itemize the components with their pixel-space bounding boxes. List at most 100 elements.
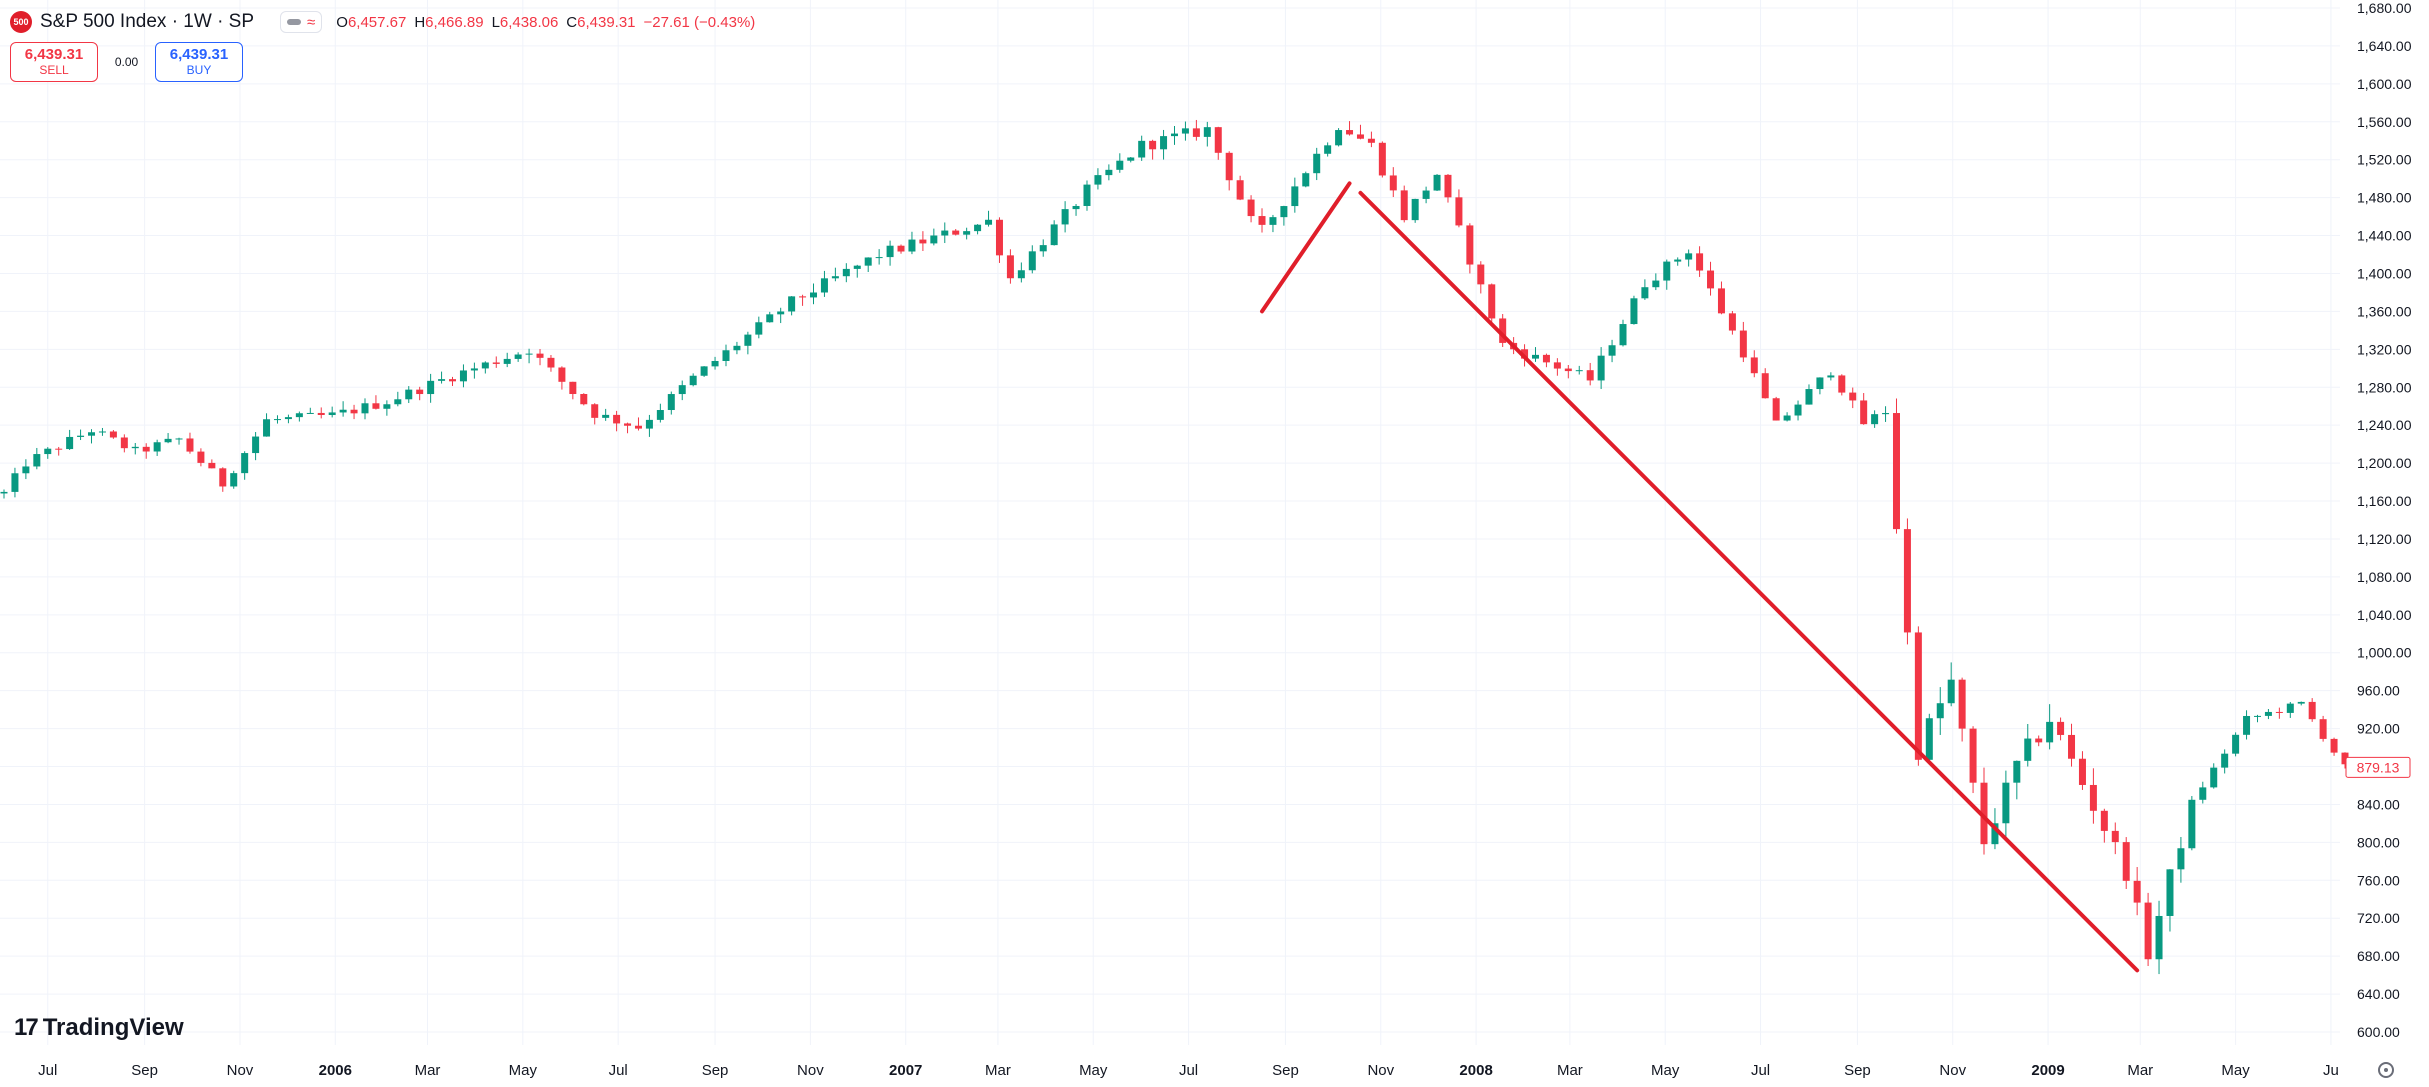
price-axis[interactable]: 600.00 640.00 680.00 720.00 760.00 800.00 840.… xyxy=(2357,0,2412,1040)
candle-body xyxy=(974,224,982,232)
candle-body xyxy=(2057,721,2065,735)
trendline-drawings[interactable] xyxy=(1260,181,2140,973)
candle-body xyxy=(372,403,380,409)
candle-body xyxy=(580,394,588,405)
candle-body xyxy=(219,468,227,487)
candle-body xyxy=(1116,160,1124,170)
candle-body xyxy=(1969,728,1977,783)
candle-body xyxy=(1608,345,1616,356)
candle-body xyxy=(1674,259,1682,262)
candle-body xyxy=(952,230,960,235)
y-tick-label: 600.00 xyxy=(2357,1024,2400,1040)
candle-body xyxy=(2341,752,2349,765)
candle-body xyxy=(470,368,478,371)
candle-body xyxy=(744,334,752,346)
candle-body xyxy=(120,437,128,449)
time-axis[interactable]: Jul Sep Nov 2006 Mar May Jul Sep Nov 2007 Mar May Ju… xyxy=(38,1062,2339,1079)
candle-body xyxy=(2089,784,2097,811)
candle-body xyxy=(2330,738,2338,753)
sell-button[interactable]: 6,439.31 SELL xyxy=(10,42,98,82)
eye-icon[interactable] xyxy=(287,19,302,25)
candle-body xyxy=(689,375,697,386)
candle-body xyxy=(317,412,325,416)
candle-body xyxy=(1739,330,1747,358)
change-value: −27.61 (−0.43%) xyxy=(643,13,756,31)
y-tick-label: 1,360.00 xyxy=(2357,303,2412,319)
candle-body xyxy=(1017,270,1025,279)
legend-toggle[interactable]: ≈ xyxy=(280,11,323,33)
candle-body xyxy=(77,435,85,437)
y-tick-label: 1,440.00 xyxy=(2357,228,2412,244)
buy-button[interactable]: 6,439.31 BUY xyxy=(155,42,243,82)
candle-body xyxy=(722,350,730,361)
candle-body xyxy=(405,389,413,400)
candle-body xyxy=(2144,902,2152,960)
y-tick-label: 760.00 xyxy=(2357,872,2400,888)
candle-body xyxy=(1411,198,1419,221)
y-tick-label: 1,000.00 xyxy=(2357,645,2412,661)
chart-legend: 500 S&P 500 Index · 1W · SP ≈ O6,457.67 … xyxy=(10,10,755,34)
candle-body xyxy=(1860,400,1868,425)
candle-body xyxy=(1313,153,1321,174)
low-value: 6,438.06 xyxy=(499,13,559,31)
sell-price: 6,439.31 xyxy=(24,46,84,64)
brand-name: TradingView xyxy=(42,1014,184,1041)
x-tick-label: Sep xyxy=(702,1062,729,1079)
candle-body xyxy=(711,360,719,367)
candle-body xyxy=(1542,354,1550,363)
candle-body xyxy=(22,466,30,474)
candle-body xyxy=(875,257,883,259)
tradingview-logo[interactable]: 17 TradingView xyxy=(14,1014,184,1042)
candle-body xyxy=(66,436,74,450)
candle-body xyxy=(963,231,971,235)
candle-body xyxy=(2100,810,2108,831)
candle-body xyxy=(1378,142,1386,176)
candle-body xyxy=(624,423,632,426)
candle-body xyxy=(667,394,675,411)
spread-value: 0.00 xyxy=(114,55,139,69)
candle-body xyxy=(831,276,839,279)
y-tick-label: 1,560.00 xyxy=(2357,114,2412,130)
x-tick-label: Jul xyxy=(1751,1062,1770,1079)
candle-body xyxy=(656,410,664,420)
symbol-title[interactable]: S&P 500 Index · 1W · SP xyxy=(40,11,255,32)
candle-body xyxy=(678,385,686,395)
candle-body xyxy=(88,432,96,436)
candle-body xyxy=(799,296,807,298)
candle-body xyxy=(1531,354,1539,359)
candle-body xyxy=(1389,175,1397,191)
candle-body xyxy=(897,245,905,252)
candle-body xyxy=(252,436,260,454)
candle-body xyxy=(1039,245,1047,252)
x-tick-label: 2009 xyxy=(2031,1062,2064,1079)
x-tick-label: Mar xyxy=(1557,1062,1583,1079)
candle-body xyxy=(273,419,281,421)
candle-body xyxy=(1488,284,1496,319)
x-tick-label: Jul xyxy=(1179,1062,1198,1079)
candle-body xyxy=(55,448,63,450)
settings-gear-icon[interactable] xyxy=(2378,1062,2394,1078)
open-value: 6,457.67 xyxy=(347,13,407,31)
candle-body xyxy=(1717,288,1725,314)
y-tick-label: 920.00 xyxy=(2357,721,2400,737)
candle-body xyxy=(1707,270,1715,289)
candle-body xyxy=(777,311,785,315)
candle-body xyxy=(1028,251,1036,271)
candle-body xyxy=(1586,370,1594,381)
candle-body xyxy=(1094,175,1102,185)
candle-body xyxy=(0,491,8,494)
x-tick-label: 2006 xyxy=(319,1062,352,1079)
y-tick-label: 640.00 xyxy=(2357,986,2400,1002)
candle-body xyxy=(2024,738,2032,761)
candle-body xyxy=(2078,758,2086,785)
candle-body xyxy=(1335,130,1343,146)
y-tick-label: 1,320.00 xyxy=(2357,341,2412,357)
candle-body xyxy=(2210,767,2218,788)
x-tick-label: 2007 xyxy=(889,1062,922,1079)
candle-body xyxy=(1575,370,1583,372)
candle-body xyxy=(820,278,828,293)
candle-body xyxy=(2199,787,2207,800)
candle-body xyxy=(197,451,205,463)
candle-body xyxy=(1728,313,1736,331)
